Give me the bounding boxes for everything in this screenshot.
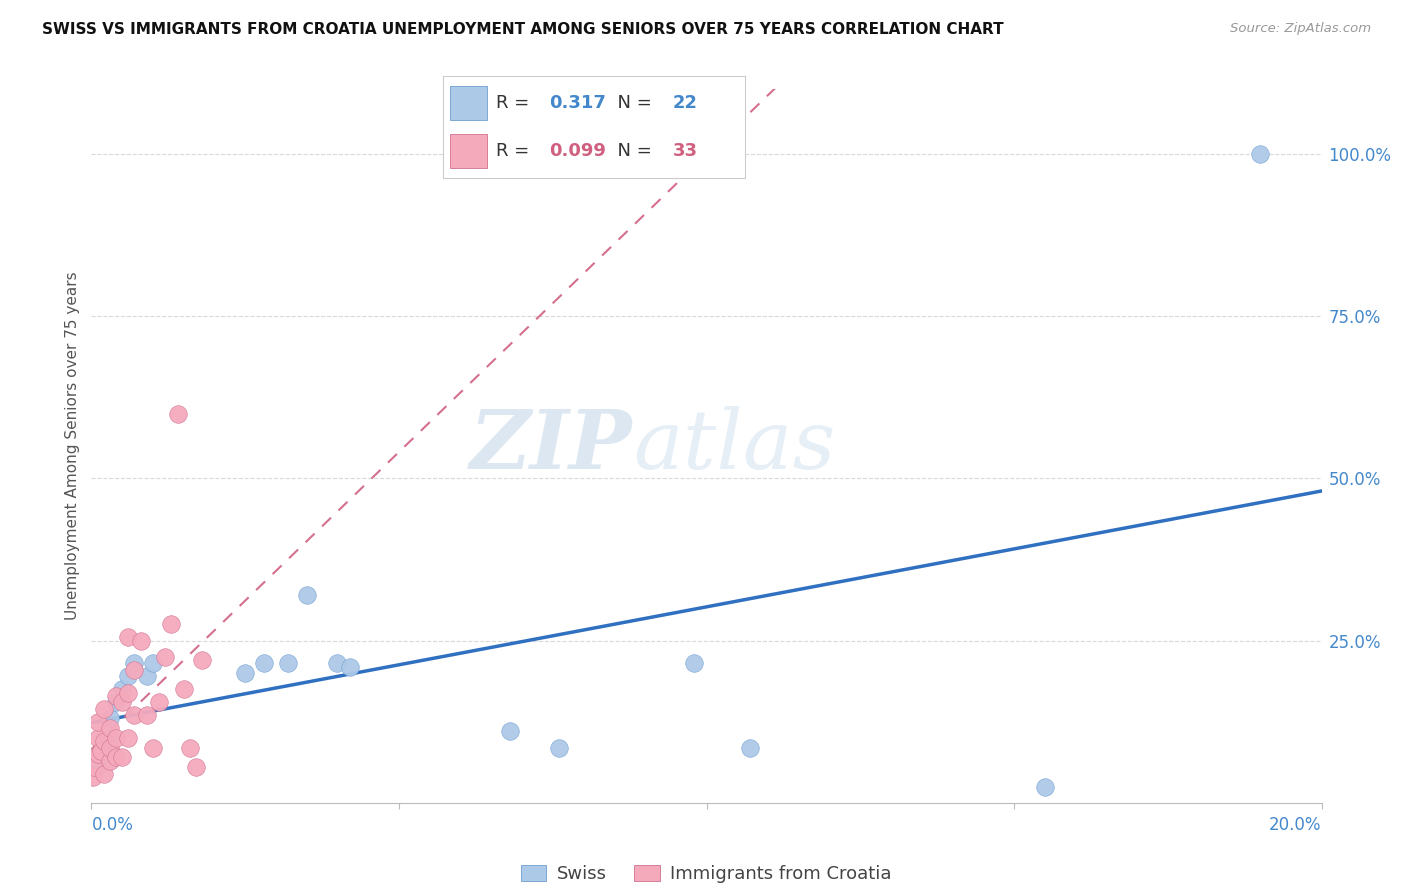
Point <box>191 653 214 667</box>
Text: ZIP: ZIP <box>470 406 633 486</box>
Point <box>173 682 195 697</box>
Point <box>98 754 121 768</box>
Point <box>93 766 115 780</box>
Point <box>105 731 127 745</box>
Point <box>86 714 108 729</box>
Point <box>166 407 188 421</box>
Y-axis label: Unemployment Among Seniors over 75 years: Unemployment Among Seniors over 75 years <box>65 272 80 620</box>
Point <box>105 689 127 703</box>
Point <box>117 631 139 645</box>
Point <box>277 657 299 671</box>
Text: N =: N = <box>606 94 658 112</box>
Point <box>547 740 569 755</box>
Point <box>105 750 127 764</box>
Text: 33: 33 <box>672 142 697 161</box>
Point <box>184 760 207 774</box>
Text: atlas: atlas <box>633 406 835 486</box>
Point <box>738 740 761 755</box>
Text: R =: R = <box>496 142 534 161</box>
Point <box>117 685 139 699</box>
Point <box>179 740 201 755</box>
Bar <box>450 87 486 120</box>
Point <box>124 708 146 723</box>
Point <box>153 649 177 664</box>
Point <box>111 750 134 764</box>
Text: 0.0%: 0.0% <box>91 816 134 834</box>
Text: 22: 22 <box>672 94 697 112</box>
Point <box>83 760 105 774</box>
Point <box>93 734 115 748</box>
Text: N =: N = <box>606 142 658 161</box>
Point <box>124 657 146 671</box>
Point <box>326 657 349 671</box>
Text: 20.0%: 20.0% <box>1270 816 1322 834</box>
Point <box>1033 780 1056 794</box>
Point <box>117 731 139 745</box>
Point <box>135 669 157 683</box>
Point <box>142 740 165 755</box>
Point <box>683 657 706 671</box>
Point <box>98 731 121 745</box>
Text: 0.099: 0.099 <box>548 142 606 161</box>
Point <box>111 682 134 697</box>
Point <box>117 669 139 683</box>
Point <box>233 666 256 681</box>
Point <box>160 617 183 632</box>
Point <box>93 702 115 716</box>
Point <box>498 724 520 739</box>
Text: Source: ZipAtlas.com: Source: ZipAtlas.com <box>1230 22 1371 36</box>
Point <box>82 770 104 784</box>
Point <box>86 731 108 745</box>
Point <box>98 721 121 735</box>
Point <box>295 588 318 602</box>
Point <box>339 659 361 673</box>
Point <box>86 760 108 774</box>
Point <box>90 744 112 758</box>
Text: 0.317: 0.317 <box>548 94 606 112</box>
Point <box>135 708 157 723</box>
Point <box>111 695 134 709</box>
Text: R =: R = <box>496 94 534 112</box>
Point <box>93 747 115 761</box>
Point <box>86 747 108 761</box>
Text: SWISS VS IMMIGRANTS FROM CROATIA UNEMPLOYMENT AMONG SENIORS OVER 75 YEARS CORREL: SWISS VS IMMIGRANTS FROM CROATIA UNEMPLO… <box>42 22 1004 37</box>
Point <box>142 657 165 671</box>
Point <box>105 695 127 709</box>
Point <box>1249 147 1271 161</box>
Point <box>124 663 146 677</box>
Point <box>98 740 121 755</box>
Legend: Swiss, Immigrants from Croatia: Swiss, Immigrants from Croatia <box>513 857 900 890</box>
Point <box>98 711 121 725</box>
Bar <box>450 135 486 168</box>
Point <box>129 633 152 648</box>
Point <box>253 657 276 671</box>
Point <box>148 695 170 709</box>
